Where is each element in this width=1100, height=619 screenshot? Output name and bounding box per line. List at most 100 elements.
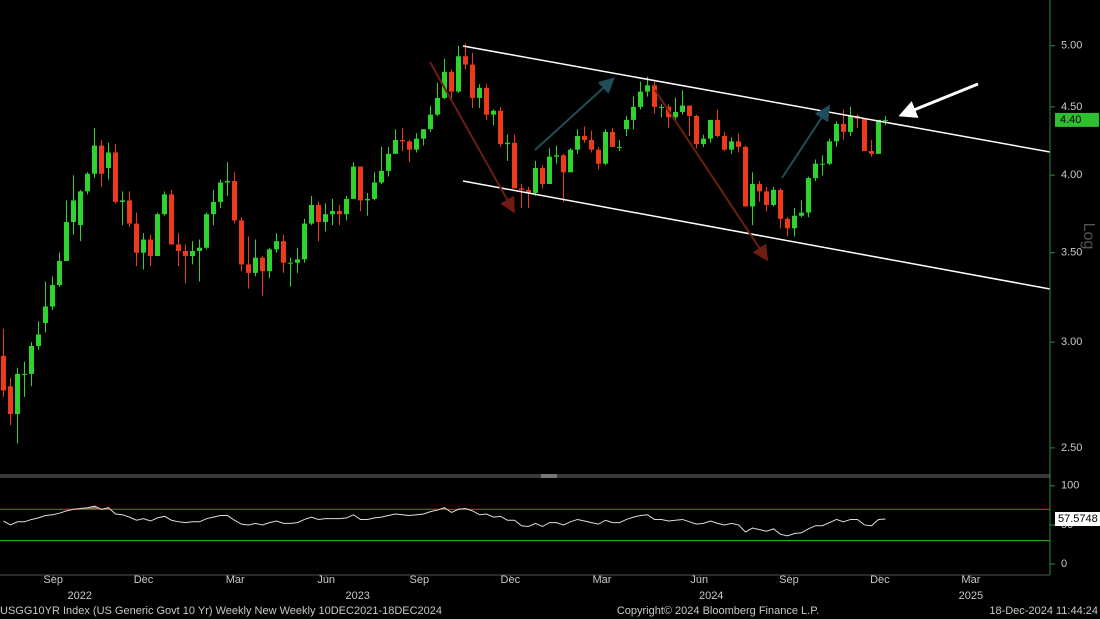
candle-body <box>735 141 742 147</box>
candle-body <box>630 106 637 120</box>
candle-body <box>546 156 553 184</box>
candle-body <box>651 85 658 107</box>
candle-body <box>693 115 700 145</box>
indicator-tick-label: 100 <box>1061 480 1079 492</box>
y-tick-label: 3.00 <box>1061 336 1082 348</box>
x-tick-label: Dec <box>134 574 154 586</box>
channel-upper <box>462 45 1051 153</box>
candle-body <box>707 119 714 139</box>
candle-body <box>658 106 665 108</box>
x-tick-label: Sep <box>410 574 430 586</box>
candle-body <box>182 251 189 256</box>
candle-body <box>434 97 441 115</box>
candle-body <box>273 241 280 250</box>
indicator-last-box <box>1055 512 1100 527</box>
candle-body <box>392 140 399 154</box>
candle-body <box>574 135 581 150</box>
candle-body <box>154 214 161 256</box>
candle-body <box>567 149 574 173</box>
year-label: 2025 <box>959 590 983 602</box>
candle-body <box>700 138 707 145</box>
candle-body <box>203 214 210 248</box>
candle-body <box>287 262 294 264</box>
candle-body <box>756 183 763 192</box>
candle-body <box>371 182 378 199</box>
y-tick-label: 5.00 <box>1061 40 1082 52</box>
x-tick-label: Jun <box>690 574 708 586</box>
candle-body <box>847 115 854 132</box>
candle-body <box>364 198 371 201</box>
candle-body <box>357 166 364 201</box>
candle-body <box>784 218 791 229</box>
candle-body <box>42 306 49 324</box>
indicator-line <box>3 505 886 537</box>
candle-body <box>588 140 595 150</box>
candle-body <box>812 163 819 179</box>
divider-handle <box>541 474 557 478</box>
candle-body <box>168 194 175 245</box>
candle-body <box>581 135 588 141</box>
candle-body <box>595 149 602 164</box>
candle-body <box>672 112 679 118</box>
candle-body <box>210 201 217 215</box>
candle-body <box>217 182 224 202</box>
last-price-box <box>1055 112 1099 127</box>
candle-body <box>616 146 623 148</box>
candle-body <box>462 56 469 65</box>
candle-body <box>259 257 266 272</box>
candle-body <box>21 373 28 375</box>
candle-body <box>483 87 490 115</box>
candle-body <box>805 178 812 213</box>
candle-body <box>644 85 651 92</box>
candle-body <box>455 56 462 92</box>
candle-body <box>833 123 840 142</box>
candle-body <box>476 87 483 98</box>
candle-body <box>518 188 525 190</box>
candle-body <box>350 166 357 199</box>
candle-body <box>728 141 735 150</box>
candle-body <box>224 181 231 183</box>
y-tick-label: 3.50 <box>1061 247 1082 259</box>
candle-body <box>49 285 56 307</box>
candle-body <box>791 215 798 229</box>
axes: 2.50 3.00 3.50 4.00 4.50 5.00 Sep Dec Mar Jun Sep D… <box>43 40 1100 602</box>
x-tick-label: Dec <box>870 574 890 586</box>
panel-divider <box>0 474 1050 478</box>
y-tick-label: 4.50 <box>1061 101 1082 113</box>
candle-body <box>490 110 497 115</box>
last-price-label: 4.40 <box>1060 114 1081 126</box>
candle-body <box>749 183 756 207</box>
candle-body <box>63 221 70 262</box>
candle-body <box>469 64 476 98</box>
x-tick-label: Mar <box>593 574 612 586</box>
x-tick-label: Sep <box>43 574 63 586</box>
candle-body <box>553 155 560 157</box>
candle-body <box>196 247 203 252</box>
candle-body <box>70 200 77 222</box>
indicator-tick-label: 0 <box>1061 558 1067 570</box>
candle-body <box>413 138 420 150</box>
candle-body <box>602 131 609 164</box>
candle-body <box>742 146 749 207</box>
candle-body <box>315 204 322 222</box>
candle-body <box>427 114 434 130</box>
candle-body <box>343 198 350 215</box>
candle-body <box>798 212 805 216</box>
down-arrow <box>654 89 769 262</box>
annotations <box>429 45 1051 290</box>
candle-body <box>875 119 882 154</box>
candle-body <box>91 145 98 174</box>
candle-body <box>322 214 329 222</box>
candle-body <box>882 119 889 121</box>
candle-body <box>56 261 63 286</box>
candle-body <box>308 204 315 224</box>
year-label: 2024 <box>699 590 723 602</box>
candle-body <box>98 145 105 174</box>
down-arrow <box>429 61 515 214</box>
x-tick-label: Sep <box>779 574 799 586</box>
year-label: 2023 <box>345 590 369 602</box>
candle-body <box>609 131 616 147</box>
candle-body <box>686 105 693 116</box>
candle-body <box>175 244 182 252</box>
